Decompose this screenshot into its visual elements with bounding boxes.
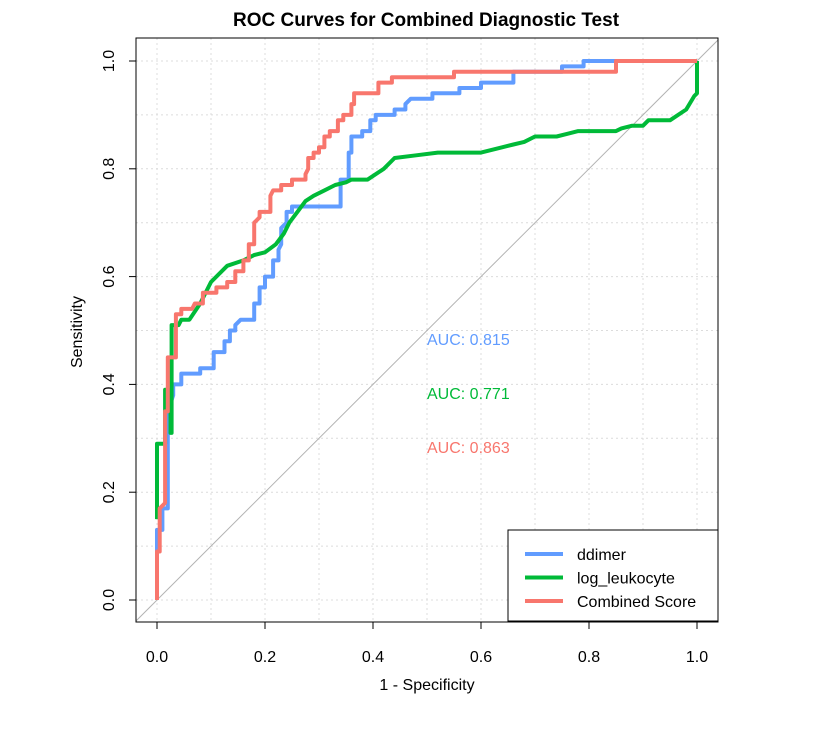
y-tick-label: 0.8	[101, 158, 118, 180]
chart-title: ROC Curves for Combined Diagnostic Test	[233, 10, 620, 31]
auc-label-ddimer: AUC: 0.815	[427, 332, 510, 349]
y-axis-label: Sensitivity	[69, 296, 86, 368]
auc-label-log-leukocyte: AUC: 0.771	[427, 386, 510, 403]
x-tick-label: 0.4	[362, 649, 384, 666]
y-tick-label: 1.0	[101, 50, 118, 72]
auc-labels: AUC: 0.815 AUC: 0.771 AUC: 0.863	[427, 332, 510, 457]
legend-label: Combined Score	[577, 594, 696, 611]
roc-line-combined-score	[155, 59, 697, 600]
x-tick-label: 0.0	[146, 649, 168, 666]
y-tick-label: 0.2	[101, 481, 118, 503]
x-tick-label: 1.0	[686, 649, 708, 666]
legend: ddimer log_leukocyte Combined Score	[507, 529, 719, 622]
y-tick-label: 0.4	[101, 373, 118, 395]
legend-label: log_leukocyte	[577, 571, 675, 588]
roc-line-ddimer	[155, 59, 697, 600]
roc-series-group	[155, 59, 699, 600]
x-tick-label: 0.2	[254, 649, 276, 666]
grid-lines	[136, 38, 718, 622]
y-tick-label: 0.6	[101, 265, 118, 287]
x-tick-label: 0.6	[470, 649, 492, 666]
auc-label-combined-score: AUC: 0.863	[427, 440, 510, 457]
y-tick-label: 0.0	[101, 589, 118, 611]
legend-label: ddimer	[577, 547, 627, 564]
diagonal-reference-line	[135, 39, 719, 622]
y-axis: 0.0 0.2 0.4 0.6 0.8 1.0	[101, 50, 136, 611]
x-tick-label: 0.8	[578, 649, 600, 666]
x-axis: 0.0 0.2 0.4 0.6 0.8 1.0	[146, 621, 708, 666]
x-axis-label: 1 - Specificity	[379, 677, 474, 694]
roc-line-log-leukocyte	[155, 61, 699, 520]
